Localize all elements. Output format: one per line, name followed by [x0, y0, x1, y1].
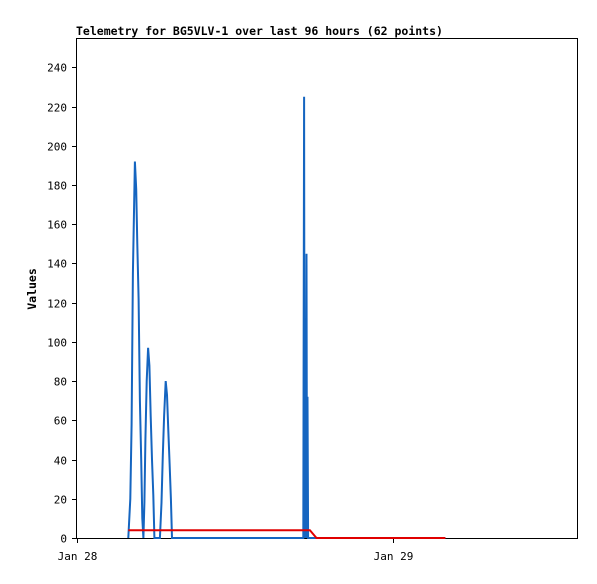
series-line	[128, 529, 446, 539]
y-tick-label: 120	[47, 298, 67, 311]
chart-title: Telemetry for BG5VLV-1 over last 96 hour…	[76, 24, 443, 38]
y-tick-label: 100	[47, 337, 67, 350]
y-axis-label: Values	[25, 268, 39, 310]
y-tick-label: 40	[54, 455, 67, 468]
y-tick-label: 140	[47, 258, 67, 271]
x-axis: Jan 28 Jan 29	[58, 538, 414, 563]
y-tick-label: 0	[60, 533, 67, 546]
x-tick-label: Jan 28	[58, 550, 98, 563]
y-tick-label: 80	[54, 376, 67, 389]
y-tick-label: 20	[54, 494, 67, 507]
plot-frame	[76, 38, 578, 539]
y-tick-label: 220	[47, 102, 67, 115]
y-tick-label: 60	[54, 415, 67, 428]
y-axis: 0 20 40 60 80 100 120 140 160 180 200 220 240	[47, 62, 77, 546]
y-tick-label: 160	[47, 219, 67, 232]
y-tick-label: 200	[47, 141, 67, 154]
x-tick-label: Jan 29	[374, 550, 414, 563]
y-tick-label: 180	[47, 180, 67, 193]
series-line	[127, 96, 446, 539]
y-tick-label: 240	[47, 62, 67, 75]
series-layer	[127, 96, 446, 539]
